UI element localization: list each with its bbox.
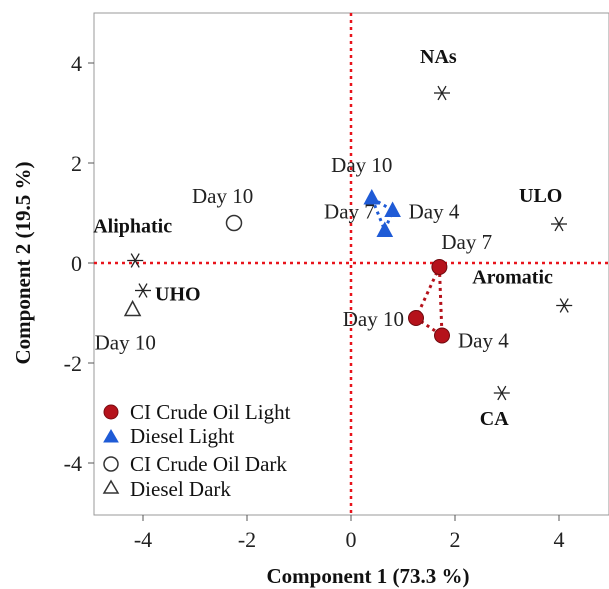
variable-label-nas: NAs bbox=[420, 46, 457, 68]
point-diesel-dark-day-10 bbox=[123, 299, 142, 317]
variable-marker-aromatic-bar bbox=[559, 298, 569, 313]
y-axis-title: Component 2 (19.5 %) bbox=[11, 161, 35, 364]
connector-diesel-light bbox=[370, 196, 395, 235]
x-tick-label: 4 bbox=[554, 527, 565, 552]
point-label: Day 7 bbox=[441, 230, 492, 254]
y-tick-label: 2 bbox=[71, 151, 82, 176]
point-label: Day 4 bbox=[458, 329, 509, 353]
reference-lines bbox=[94, 13, 609, 515]
point-ci-crude-oil-light-day-7 bbox=[431, 259, 448, 275]
variable-marker-ca-bar bbox=[497, 385, 507, 401]
point-label: Day 4 bbox=[409, 200, 460, 224]
y-tick-label: -2 bbox=[64, 351, 82, 376]
data-points: Day 7 Day 4 Day 10 Day 10 Day 4 Day 7 Day 10 Da… bbox=[95, 153, 510, 355]
point-ci-crude-oil-dark-day-10 bbox=[225, 214, 243, 232]
legend-marker-ci-crude-oil-dark bbox=[103, 456, 119, 472]
legend-label-diesel-dark: Diesel Dark bbox=[130, 477, 231, 501]
variable-marker-uho-bar bbox=[138, 283, 148, 298]
point-label: Day 7 bbox=[324, 200, 375, 224]
point-diesel-light-day-10 bbox=[363, 188, 381, 205]
point-label: Day 10 bbox=[192, 184, 253, 208]
legend: CI Crude Oil Light Diesel Light CI Crude… bbox=[102, 400, 291, 501]
variable-label-ca: CA bbox=[480, 408, 509, 430]
y-tick-label: -4 bbox=[64, 451, 82, 476]
point-label: Day 10 bbox=[343, 307, 404, 331]
variable-marker-aliphatic-bar bbox=[130, 253, 140, 268]
variable-label-aliphatic: Aliphatic bbox=[93, 216, 172, 238]
variable-marker-nas-bar bbox=[437, 85, 447, 101]
legend-label-ci-crude-oil-light: CI Crude Oil Light bbox=[130, 400, 291, 424]
legend-label-diesel-light: Diesel Light bbox=[130, 424, 235, 448]
point-diesel-light-day-4 bbox=[384, 201, 401, 217]
variable-label-ulo: ULO bbox=[519, 185, 562, 207]
connector-ci-crude-oil-light bbox=[414, 266, 444, 339]
variable-marker-ulo-bar bbox=[554, 216, 564, 232]
legend-label-ci-crude-oil-dark: CI Crude Oil Dark bbox=[130, 452, 287, 476]
y-tick-label: 0 bbox=[71, 251, 82, 276]
x-tick-label: 0 bbox=[346, 527, 357, 552]
legend-marker-diesel-dark bbox=[102, 479, 120, 494]
point-ci-crude-oil-light-day-4 bbox=[434, 327, 450, 344]
variable-markers: NAs ULO Aromatic CA Aliphatic UHO bbox=[93, 46, 573, 430]
point-label: Day 10 bbox=[95, 331, 156, 355]
point-diesel-light-day-7 bbox=[376, 221, 394, 237]
axis-ticks: -4 -2 0 2 4 4 2 0 -2 -4 bbox=[64, 51, 565, 552]
variable-label-aromatic: Aromatic bbox=[472, 267, 553, 289]
variable-label-uho: UHO bbox=[155, 284, 201, 306]
point-ci-crude-oil-light-day-10 bbox=[408, 310, 424, 326]
legend-marker-ci-crude-oil-light bbox=[103, 404, 119, 420]
x-tick-label: -2 bbox=[238, 527, 256, 552]
y-tick-label: 4 bbox=[71, 51, 82, 76]
series-connectors bbox=[370, 196, 444, 339]
x-tick-label: -4 bbox=[134, 527, 152, 552]
point-label: Day 10 bbox=[331, 153, 392, 177]
legend-marker-diesel-light bbox=[103, 429, 119, 443]
x-axis-title: Component 1 (73.3 %) bbox=[267, 564, 470, 588]
x-tick-label: 2 bbox=[450, 527, 461, 552]
